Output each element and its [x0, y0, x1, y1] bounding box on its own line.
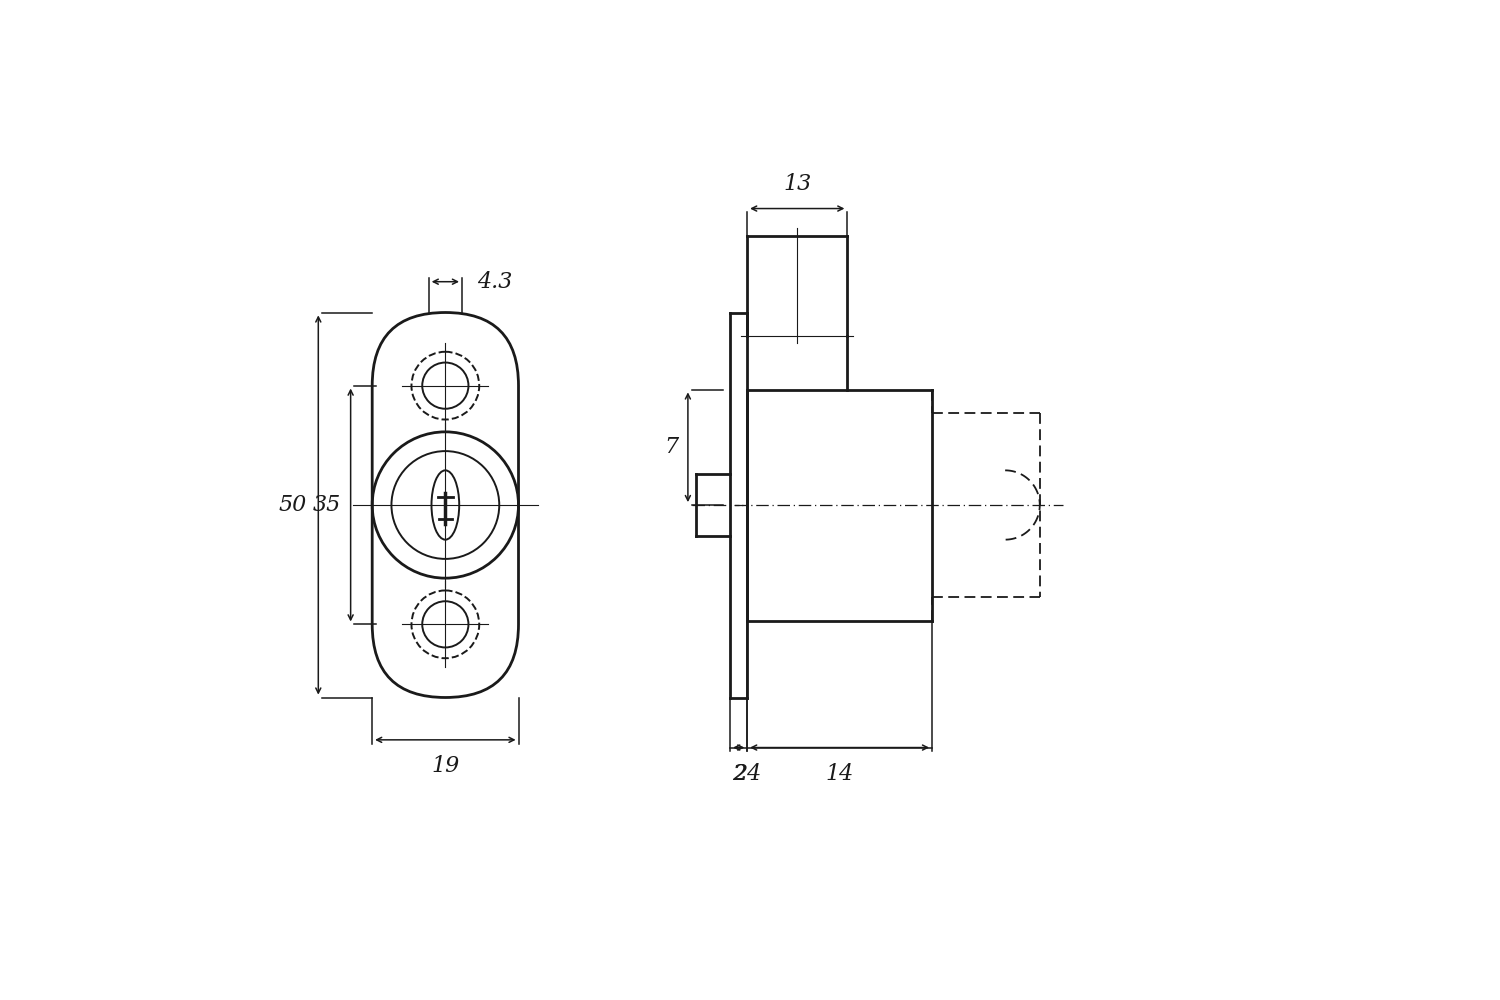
Text: 24: 24	[734, 763, 762, 785]
Text: 14: 14	[825, 763, 854, 785]
Text: 19: 19	[430, 755, 459, 777]
Text: 7: 7	[664, 436, 678, 458]
Text: 13: 13	[783, 173, 812, 195]
Text: 50: 50	[279, 494, 306, 516]
Text: 35: 35	[314, 494, 342, 516]
Text: 2: 2	[732, 763, 746, 785]
Text: 4.3: 4.3	[477, 271, 513, 293]
